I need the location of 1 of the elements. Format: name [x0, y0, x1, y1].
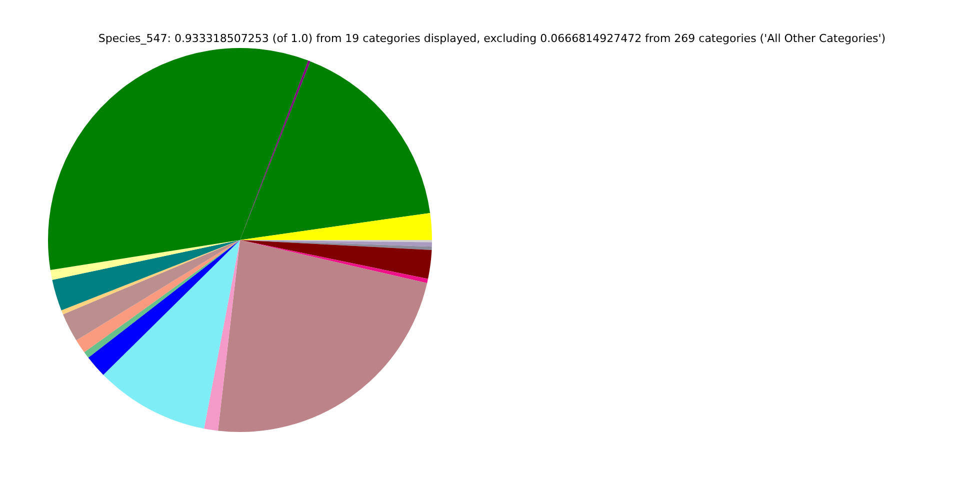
text: Species_547: 0.933318507253 (of 1.0) from 19 categories displayed, excluding 0.0666814927472 from 269 categories ('All Other Categories')	[97, 32, 887, 45]
